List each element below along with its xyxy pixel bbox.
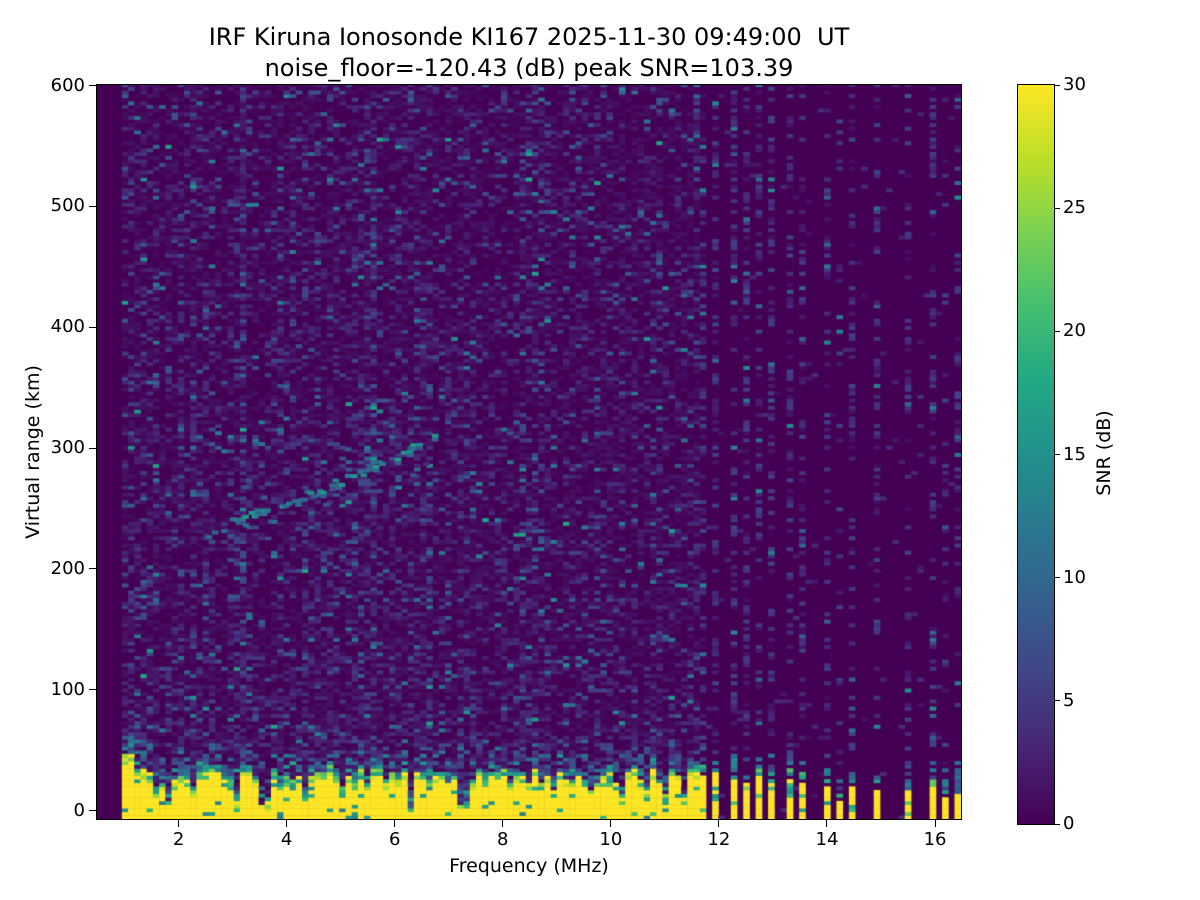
y-tick-mark — [89, 326, 96, 328]
x-tick-label: 8 — [497, 829, 509, 850]
x-tick-mark — [718, 820, 720, 827]
colorbar-tick-label: 5 — [1063, 689, 1075, 711]
x-tick-label: 12 — [707, 829, 731, 850]
colorbar-tick-mark — [1055, 207, 1060, 209]
colorbar-tick-mark — [1055, 454, 1060, 455]
plot-area — [96, 84, 962, 820]
y-tick-label: 100 — [50, 678, 85, 700]
chart-subtitle: noise_floor=-120.43 (dB) peak SNR=103.39 — [264, 54, 794, 82]
colorbar-label: SNR (dB) — [1093, 410, 1115, 496]
colorbar — [1017, 84, 1055, 825]
colorbar-tick-label: 25 — [1063, 197, 1086, 219]
x-tick-label: 4 — [280, 829, 293, 850]
y-tick-mark — [89, 205, 96, 207]
colorbar-tick-mark — [1055, 84, 1060, 86]
x-tick-label: 16 — [923, 829, 947, 850]
colorbar-tick-label: 30 — [1063, 74, 1086, 95]
colorbar-tick-label: 0 — [1063, 813, 1075, 834]
x-tick-label: 10 — [599, 829, 623, 850]
x-tick-mark — [178, 820, 180, 827]
x-tick-mark — [610, 820, 612, 827]
x-tick-label: 6 — [388, 829, 401, 850]
y-axis-label: Virtual range (km) — [22, 365, 44, 539]
y-tick-label: 400 — [50, 316, 85, 338]
colorbar-tick-mark — [1055, 330, 1060, 332]
y-tick-label: 600 — [50, 74, 85, 96]
heatmap-canvas — [97, 85, 961, 819]
colorbar-tick-label: 10 — [1063, 566, 1086, 588]
y-tick-label: 300 — [50, 437, 85, 459]
y-tick-mark — [89, 689, 96, 691]
x-tick-mark — [502, 820, 504, 827]
x-tick-label: 14 — [815, 829, 839, 850]
colorbar-tick-mark — [1055, 700, 1060, 702]
x-tick-mark — [934, 820, 936, 827]
x-tick-mark — [394, 820, 396, 827]
colorbar-tick-mark — [1055, 823, 1060, 825]
colorbar-tick-label: 20 — [1063, 320, 1086, 342]
x-tick-mark — [826, 820, 828, 827]
chart-title: IRF Kiruna Ionosonde KI167 2025-11-30 09… — [208, 23, 850, 51]
y-tick-label: 200 — [50, 557, 85, 579]
y-tick-mark — [89, 568, 96, 570]
y-tick-mark — [89, 447, 96, 449]
colorbar-tick-mark — [1055, 577, 1060, 579]
y-tick-mark — [89, 810, 96, 812]
y-tick-label: 500 — [50, 195, 85, 217]
colorbar-tick-label: 15 — [1063, 443, 1086, 465]
x-tick-label: 2 — [172, 829, 185, 850]
x-axis-label: Frequency (MHz) — [449, 855, 609, 877]
x-tick-mark — [286, 820, 288, 827]
y-tick-label: 0 — [73, 799, 85, 821]
y-tick-mark — [89, 85, 96, 87]
